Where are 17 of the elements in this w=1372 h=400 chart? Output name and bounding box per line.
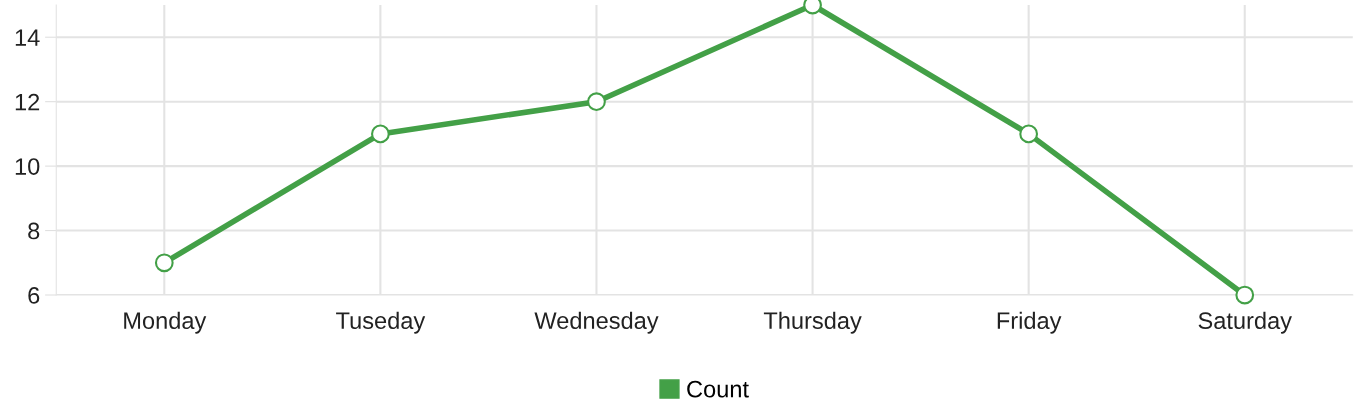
y-tick-label: 14 <box>15 29 40 46</box>
point <box>1019 124 1039 144</box>
x-tick-label: Friday <box>997 311 1062 334</box>
y-tick-label: 8 <box>28 222 40 240</box>
point <box>1235 285 1255 305</box>
point <box>371 124 390 144</box>
y-tick-label: 10 <box>15 158 40 175</box>
legend-label: Count <box>687 380 749 398</box>
point <box>587 92 606 112</box>
x-tick-label: Thursday <box>763 311 862 334</box>
x-tick-label: Monday <box>124 311 207 334</box>
x-tick-label: Saturday <box>1198 311 1292 334</box>
x-tick-label: Tuseday <box>336 311 426 334</box>
point <box>154 253 174 273</box>
y-tick-label: 6 <box>28 287 40 304</box>
y-tick-label: 12 <box>15 93 40 111</box>
x-tick-label: Wednesday <box>534 311 659 334</box>
